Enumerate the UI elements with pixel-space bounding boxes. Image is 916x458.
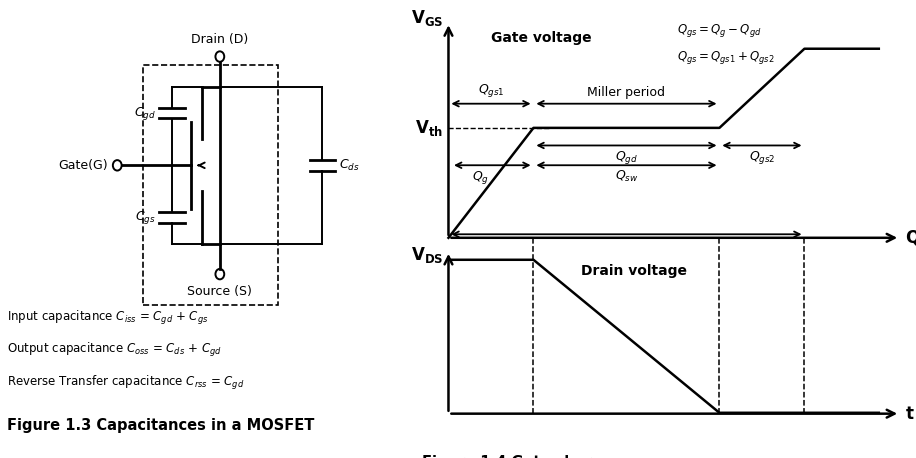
Text: $Q_{gs} = Q_g - Q_{gd}$: $Q_{gs} = Q_g - Q_{gd}$ [677,22,761,39]
Bar [143,65,278,305]
Text: $C_{ds}$: $C_{ds}$ [339,158,360,173]
Text: Drain voltage: Drain voltage [582,264,687,278]
Text: $Q_{gd}$: $Q_{gd}$ [615,149,638,166]
Text: $\mathbf{V_{DS}}$: $\mathbf{V_{DS}}$ [411,245,443,265]
Text: Figure 1.4 Gate charge: Figure 1.4 Gate charge [422,455,613,458]
Text: $\mathbf{V_{th}}$: $\mathbf{V_{th}}$ [415,118,443,138]
Text: $C_{gs}$: $C_{gs}$ [135,209,156,226]
Text: $\mathbf{t}$: $\mathbf{t}$ [905,405,915,423]
Text: Output capacitance $C_{oss}$ = $C_{ds}$ + $C_{gd}$: Output capacitance $C_{oss}$ = $C_{ds}$ … [7,341,223,359]
Text: $C_{gd}$: $C_{gd}$ [134,104,156,122]
Text: $Q_g$: $Q_g$ [472,169,489,186]
Text: $Q_{gs1}$: $Q_{gs1}$ [477,82,505,99]
Text: Input capacitance $C_{iss}$ = $C_{gd}$ + $C_{gs}$: Input capacitance $C_{iss}$ = $C_{gd}$ +… [7,309,209,327]
Text: Drain (D): Drain (D) [191,33,248,46]
Text: Source (S): Source (S) [188,285,252,298]
Text: Miller period: Miller period [587,86,665,99]
Text: $Q_{gs} = Q_{gs1} + Q_{gs2}$: $Q_{gs} = Q_{gs1} + Q_{gs2}$ [677,49,774,66]
Text: Reverse Transfer capacitance $C_{rss}$ = $C_{gd}$: Reverse Transfer capacitance $C_{rss}$ =… [7,374,245,392]
Text: Gate voltage: Gate voltage [491,31,592,45]
Text: Figure 1.3 Capacitances in a MOSFET: Figure 1.3 Capacitances in a MOSFET [7,418,315,433]
Text: $Q_{gs2}$: $Q_{gs2}$ [748,149,775,166]
Text: $Q_{sw}$: $Q_{sw}$ [615,169,638,184]
Text: Gate(G): Gate(G) [59,159,108,172]
Text: $\mathbf{Q}$: $\mathbf{Q}$ [905,228,916,247]
Text: $\mathbf{V_{GS}}$: $\mathbf{V_{GS}}$ [411,8,443,28]
